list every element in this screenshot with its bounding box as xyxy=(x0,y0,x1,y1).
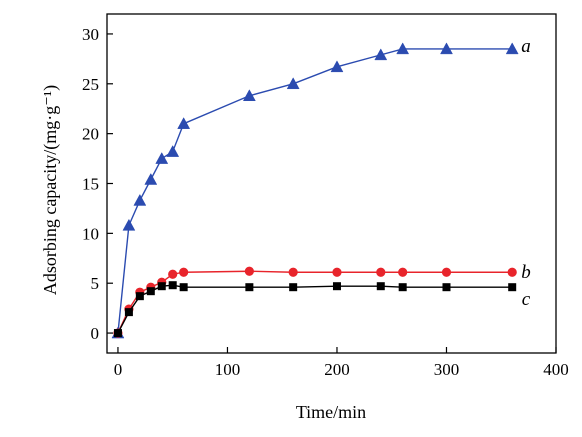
series-b-line xyxy=(117,270,513,334)
data-point xyxy=(332,282,341,291)
series-label-b: b xyxy=(521,262,531,283)
data-point xyxy=(155,152,169,164)
data-point xyxy=(242,89,256,102)
data-point xyxy=(330,60,344,73)
data-point xyxy=(146,287,155,296)
data-point xyxy=(157,282,166,291)
data-point xyxy=(168,281,177,290)
x-tick-label: 200 xyxy=(324,360,350,379)
data-point xyxy=(286,77,300,90)
x-tick-label: 300 xyxy=(434,360,460,379)
data-point xyxy=(396,42,410,55)
data-point xyxy=(332,267,342,277)
data-point xyxy=(441,267,452,277)
x-axis-title: Time/min xyxy=(296,402,366,422)
data-point xyxy=(144,172,158,185)
series-a-line xyxy=(117,48,513,334)
y-tick-label: 10 xyxy=(82,224,99,243)
data-point xyxy=(440,42,453,55)
data-point xyxy=(442,283,451,292)
data-point xyxy=(122,218,136,231)
data-point xyxy=(124,308,133,317)
data-point xyxy=(113,329,122,338)
x-tick-label: 0 xyxy=(114,360,123,379)
y-tick-label: 30 xyxy=(82,25,99,44)
data-point xyxy=(505,42,519,55)
data-point xyxy=(508,283,517,292)
data-point xyxy=(245,283,254,292)
series-label-a: a xyxy=(521,36,531,57)
y-axis-title: Adsorbing capacity/(mg·g⁻¹) xyxy=(40,85,61,295)
data-point xyxy=(507,267,517,277)
series-c-line xyxy=(117,284,513,334)
data-point xyxy=(376,267,386,277)
series-c: c xyxy=(113,281,531,338)
data-point xyxy=(288,267,298,277)
x-tick-label: 100 xyxy=(215,360,241,379)
data-point xyxy=(289,283,298,292)
data-point xyxy=(177,117,191,129)
data-point xyxy=(179,267,189,277)
y-tick-label: 0 xyxy=(91,324,100,343)
y-tick-label: 5 xyxy=(91,274,100,293)
y-tick-label: 20 xyxy=(82,125,99,144)
data-point xyxy=(374,48,388,61)
data-point xyxy=(398,283,407,292)
x-tick-label: 400 xyxy=(543,360,569,379)
y-tick-label: 15 xyxy=(82,175,99,194)
data-point xyxy=(168,269,178,279)
data-point xyxy=(244,266,254,276)
data-point xyxy=(179,283,188,292)
data-point xyxy=(135,292,144,301)
series-a: a xyxy=(111,36,531,339)
series-b: b xyxy=(113,262,531,338)
data-point xyxy=(398,267,408,277)
data-point xyxy=(166,145,180,157)
data-point xyxy=(376,282,385,291)
series-label-c: c xyxy=(522,289,531,310)
plot-frame xyxy=(106,13,557,354)
data-point xyxy=(133,193,147,206)
y-tick-label: 25 xyxy=(82,75,99,94)
